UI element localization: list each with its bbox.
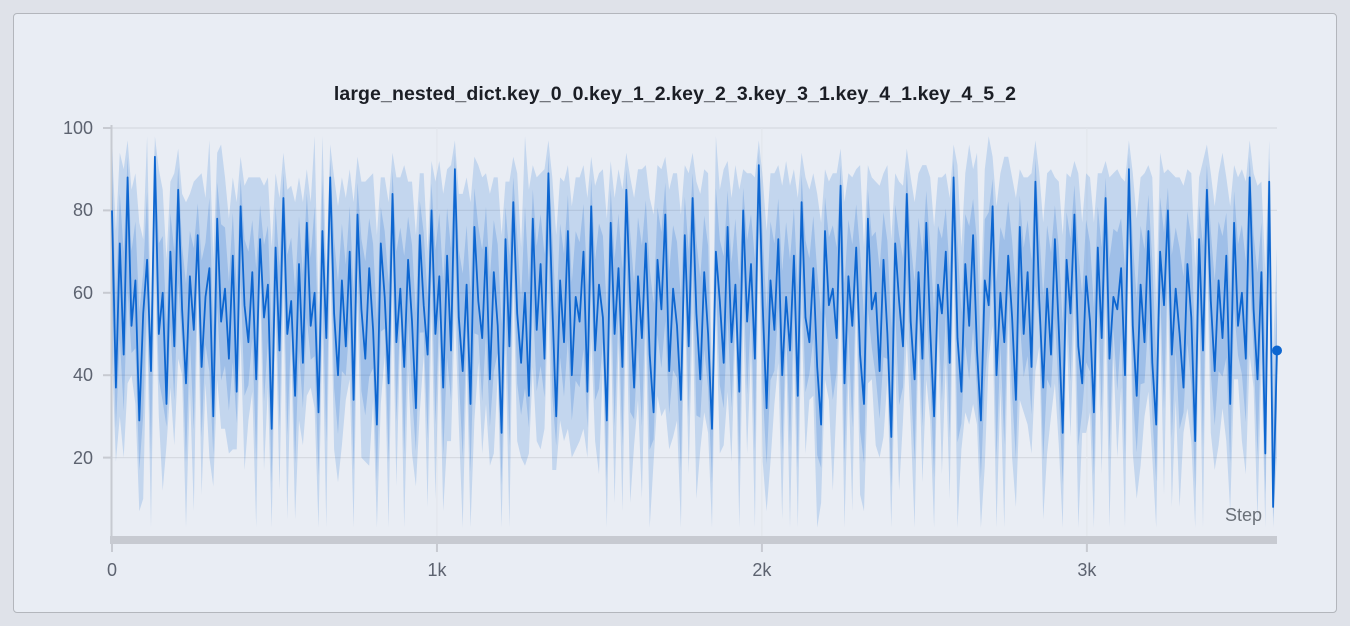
series-end-dot	[1272, 345, 1282, 356]
y-tick-label: 20	[72, 447, 93, 468]
y-tick-label: 80	[72, 200, 93, 221]
x-axis-title: Step	[1224, 505, 1262, 525]
x-tick-label: 1k	[427, 560, 447, 580]
x-tick-label: 0	[106, 560, 117, 580]
minmax-band-inner	[112, 145, 1277, 519]
minmax-band-outer	[112, 136, 1277, 528]
x-tick-label: 3k	[1077, 560, 1097, 580]
y-tick-label: 40	[72, 365, 93, 386]
y-tick-label: 100	[62, 118, 93, 138]
x-tick-label: 2k	[752, 560, 772, 580]
series-line	[111, 155, 1278, 508]
x-axis-bar	[110, 536, 1277, 544]
chart-title: large_nested_dict.key_0_0.key_1_2.key_2_…	[333, 83, 1017, 105]
y-tick-label: 60	[72, 282, 93, 303]
